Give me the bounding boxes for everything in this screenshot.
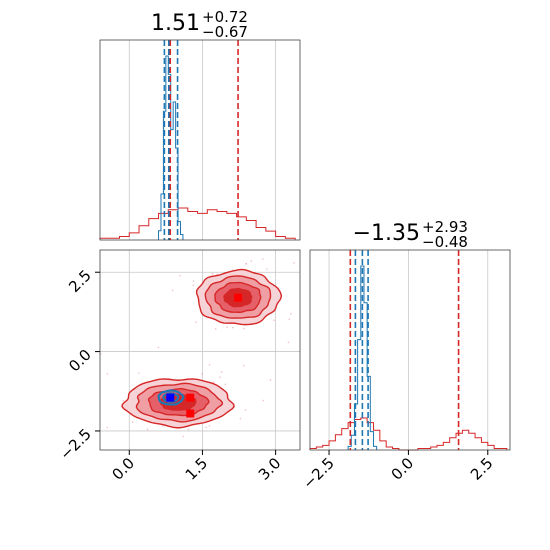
marginal-y-x-tick-label: 2.5 (467, 454, 497, 484)
joint-sample-point (304, 325, 306, 327)
joint-sample-point (171, 289, 174, 292)
marginal-x-panel: 1.51 +0.72 −0.67 (99, 8, 301, 241)
joint-x-tick-label: 1.5 (182, 454, 212, 484)
joint-blue-contour (157, 389, 185, 406)
joint-panel: 0.0 1.5 3.0 2.5 0.0 −2.5 (56, 249, 325, 484)
marginal-y-x-ticks: −2.5 0.0 2.5 (299, 450, 497, 493)
joint-sample-point (250, 260, 253, 262)
joint-sample-point (242, 364, 245, 367)
marginal-y-quantile-lines (349, 250, 460, 450)
joint-red-marker (186, 409, 195, 418)
joint-sample-point (214, 328, 217, 330)
joint-sample-point (287, 341, 290, 344)
joint-sample-point (239, 417, 242, 420)
joint-sample-point (226, 326, 228, 328)
marginal-x-quantile-lines (163, 40, 239, 240)
joint-sample-point (323, 395, 325, 397)
joint-red-marker (186, 393, 195, 402)
marginal-x-histograms (99, 55, 296, 240)
marginal-y-title-minus: −0.48 (422, 233, 468, 251)
joint-y-tick-label: 2.5 (65, 266, 95, 296)
joint-blue-marker (166, 393, 175, 402)
joint-sample-point (187, 428, 190, 431)
joint-sample-point (208, 364, 211, 366)
joint-sample-point (122, 399, 125, 402)
joint-x-tick-label: 0.0 (108, 454, 138, 484)
joint-sample-point (262, 258, 264, 260)
joint-sample-point (231, 326, 234, 329)
marginal-y-title-value: −1.35 (353, 221, 420, 246)
marginal-x-grid (128, 40, 277, 240)
marginal-x-title-value: 1.51 (151, 11, 200, 36)
joint-sample-point (216, 273, 218, 276)
joint-sample-point (262, 399, 265, 402)
joint-sample-point (208, 425, 211, 427)
joint-sample-point (245, 262, 247, 265)
joint-sample-point (182, 435, 185, 438)
marginal-x-title-minus: −0.67 (202, 23, 248, 41)
joint-sample-point (244, 409, 247, 411)
joint-sample-point (157, 346, 160, 349)
joint-x-ticks: 0.0 1.5 3.0 (108, 450, 284, 484)
joint-sample-point (273, 319, 275, 322)
joint-sample-point (146, 428, 149, 431)
joint-frame (99, 249, 301, 451)
joint-sample-point (220, 371, 223, 373)
joint-sample-point (219, 376, 221, 378)
joint-markers (166, 293, 243, 418)
marginal-y-title-plus: +2.93 (422, 218, 468, 236)
joint-sample-point (293, 262, 295, 264)
joint-y-tick-label: 0.0 (65, 346, 95, 376)
marginal-x-blue-histogram (158, 55, 184, 240)
joint-sample-point (212, 381, 215, 383)
joint-blue-contour (162, 392, 180, 403)
marginal-y-x-tick-label: 0.0 (388, 454, 418, 484)
marginal-y-blue-histogram (347, 265, 378, 450)
joint-sample-point (201, 372, 204, 375)
joint-sample-point (290, 313, 292, 315)
joint-y-ticks: 2.5 0.0 −2.5 (56, 266, 100, 464)
joint-sample-point (192, 280, 195, 282)
marginal-y-frame (309, 249, 511, 451)
joint-sample-point (243, 327, 245, 330)
joint-sample-point (288, 318, 291, 321)
joint-contours (121, 268, 282, 429)
joint-sample-point (138, 372, 140, 374)
joint-sample-point (106, 373, 109, 375)
joint-sample-point (205, 426, 207, 429)
joint-x-tick-label: 3.0 (255, 454, 285, 484)
marginal-y-grid (328, 250, 489, 450)
joint-red-marker (234, 293, 243, 302)
joint-sample-point (162, 425, 164, 427)
joint-sample-point (192, 284, 194, 287)
marginal-x-title-plus: +0.72 (202, 8, 248, 26)
joint-sample-point (106, 426, 109, 429)
joint-sample-point (269, 379, 272, 381)
marginal-x-frame (99, 39, 301, 241)
joint-sample-point (195, 321, 197, 323)
joint-sample-point (179, 274, 181, 277)
joint-sample-point (224, 383, 227, 386)
joint-y-tick-label: −2.5 (56, 425, 94, 463)
joint-sample-point (266, 268, 268, 270)
marginal-x-red-histogram (99, 207, 296, 240)
marginal-y-panel: −1.35 +2.93 −0.48 −2.5 0.0 2.5 (299, 218, 511, 493)
joint-sample-point (211, 272, 214, 275)
joint-sample-point (131, 421, 134, 423)
marginal-y-x-tick-label: −2.5 (299, 454, 337, 492)
